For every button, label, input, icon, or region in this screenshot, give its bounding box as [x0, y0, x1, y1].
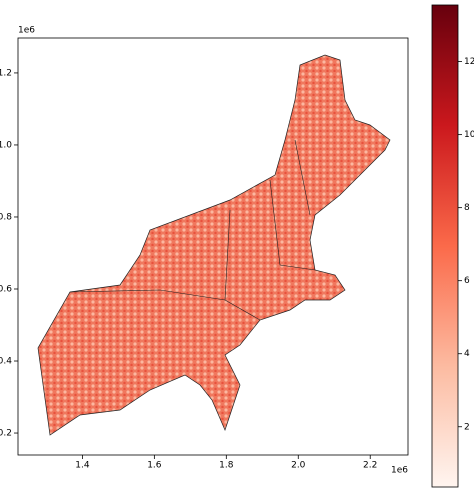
- x-tick-label: 1.8: [219, 461, 234, 471]
- x-tick-label: 2.0: [291, 461, 306, 471]
- boundary: [294, 139, 311, 216]
- y-tick-label: 0.8: [0, 212, 12, 222]
- axes-frame: [17, 37, 409, 456]
- boundary: [224, 209, 231, 301]
- colorbar-tick-label: 10: [464, 130, 474, 140]
- x-offset-label: 1e6: [391, 466, 408, 476]
- x-tick-label: 1.6: [147, 461, 162, 471]
- y-tick-label: 1.0: [0, 140, 12, 150]
- colorbar-tick-label: 12: [464, 57, 474, 67]
- x-tick-label: 1.4: [75, 461, 90, 471]
- colorbar-tick-label: 2: [464, 422, 470, 432]
- y-tick-label: 0.4: [0, 357, 12, 367]
- y-tick-label: 0.6: [0, 284, 12, 294]
- boundary: [69, 289, 261, 321]
- y-tick-label: 1.2: [0, 68, 12, 78]
- y-tick-label: 0.2: [0, 429, 12, 439]
- region: [37, 54, 391, 436]
- y-offset-label: 1e6: [18, 26, 35, 36]
- colorbar-tick-label: 8: [464, 203, 470, 213]
- colorbar-tick-label: 4: [464, 349, 470, 359]
- colorbar: [431, 4, 459, 488]
- boundary: [269, 179, 316, 271]
- colorbar-tick-label: 6: [464, 276, 470, 286]
- x-tick-label: 2.2: [363, 461, 377, 471]
